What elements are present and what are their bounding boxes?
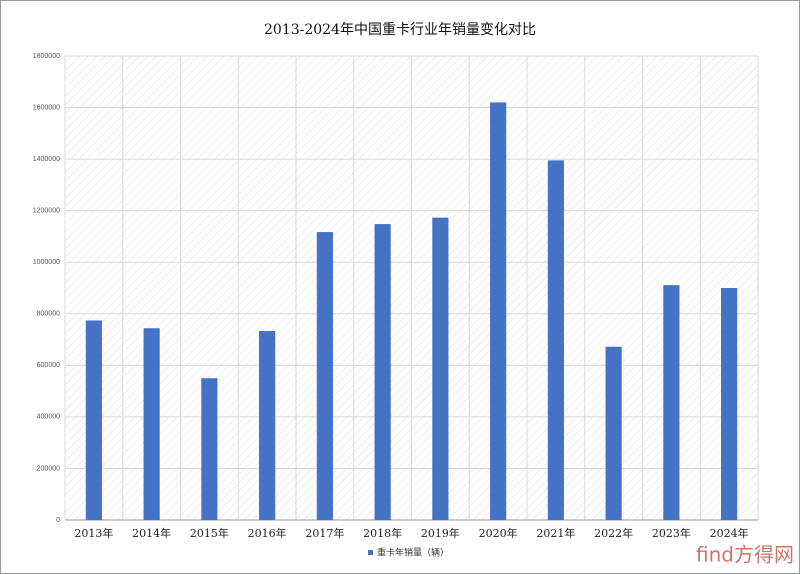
y-tick-label: 1600000 — [33, 104, 60, 111]
y-tick-label: 200000 — [37, 465, 60, 472]
y-tick-label: 800000 — [37, 311, 60, 318]
legend-swatch — [368, 550, 373, 555]
bar — [85, 320, 102, 520]
chart-title: 2013-2024年中国重卡行业年销量变化对比 — [264, 22, 536, 38]
y-tick-label: 1400000 — [33, 156, 60, 163]
bar — [316, 232, 333, 520]
x-tick-label: 2014年 — [132, 526, 171, 540]
bar — [721, 288, 738, 520]
bar — [432, 217, 449, 521]
x-tick-label: 2021年 — [536, 526, 575, 540]
x-tick-label: 2022年 — [594, 526, 633, 540]
x-tick-label: 2016年 — [248, 526, 287, 540]
y-tick-label: 600000 — [37, 362, 60, 369]
x-tick-label: 2015年 — [190, 526, 229, 540]
x-tick-label: 2013年 — [74, 526, 113, 540]
y-tick-label: 1200000 — [33, 208, 60, 215]
x-tick-label: 2017年 — [305, 526, 344, 540]
bar — [259, 331, 276, 520]
y-tick-label: 1000000 — [33, 259, 60, 266]
bar — [374, 224, 391, 520]
x-tick-label: 2023年 — [652, 526, 691, 540]
bar — [143, 328, 160, 520]
bar — [201, 378, 218, 520]
bar — [547, 160, 564, 520]
legend-label: 重卡年销量（辆） — [377, 547, 449, 559]
y-tick-label: 400000 — [37, 414, 60, 421]
y-tick-label: 1800000 — [33, 53, 60, 60]
bar — [663, 285, 680, 520]
watermark: find方得网 — [696, 543, 794, 567]
x-tick-label: 2020年 — [479, 526, 518, 540]
y-tick-label: 0 — [56, 517, 60, 524]
bar — [490, 102, 507, 521]
x-tick-label: 2019年 — [421, 526, 460, 540]
x-tick-label: 2024年 — [710, 526, 749, 540]
bar — [605, 346, 622, 520]
x-tick-label: 2018年 — [363, 526, 402, 540]
